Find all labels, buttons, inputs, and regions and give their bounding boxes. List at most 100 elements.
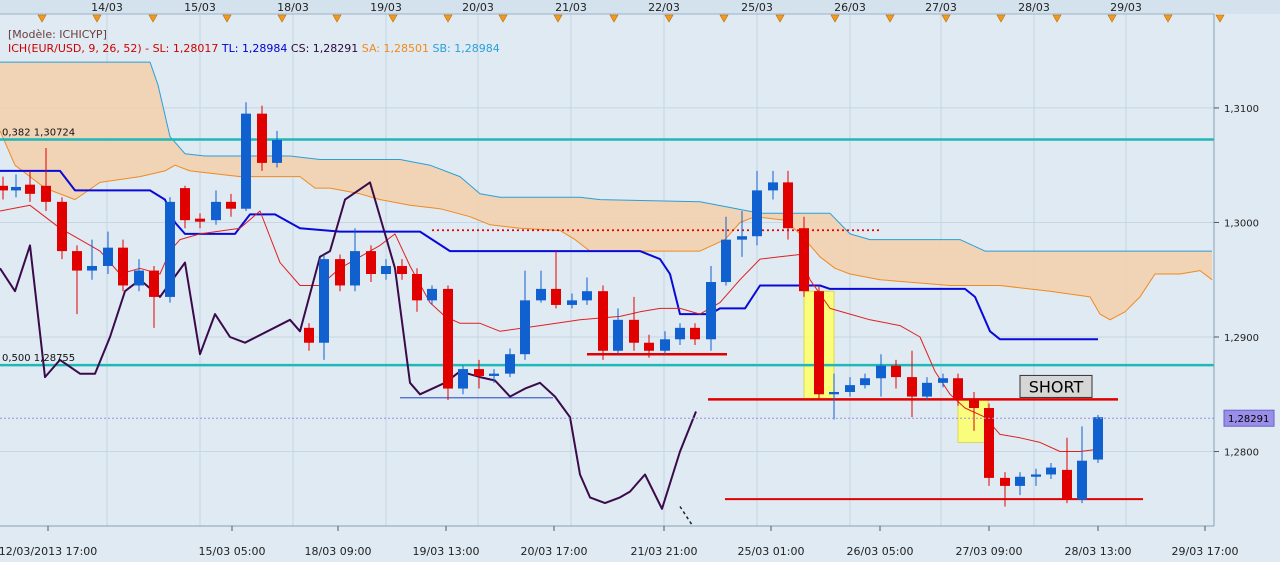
candle-13: [195, 213, 205, 229]
candle-12: [180, 185, 190, 229]
candle-24: [381, 259, 391, 280]
candle-66: [1031, 468, 1041, 486]
top-date-8: 26/03: [834, 1, 866, 14]
candle-body-21: [335, 259, 345, 286]
candle-28: [443, 285, 453, 401]
candle-body-69: [1077, 460, 1087, 500]
event-marker-17: [996, 14, 1006, 23]
event-marker-9: [553, 14, 563, 23]
candle-body-5: [72, 251, 82, 271]
candle-body-44: [690, 327, 700, 340]
candle-body-62: [969, 400, 979, 409]
event-marker-0: [37, 14, 47, 23]
candle-body-60: [938, 378, 948, 383]
candle-8: [118, 239, 128, 292]
candle-67: [1046, 463, 1056, 480]
candle-body-33: [520, 300, 530, 355]
candle-body-51: [799, 228, 809, 292]
candle-70: [1093, 414, 1103, 464]
candle-body-57: [891, 365, 901, 378]
candle-10: [149, 265, 159, 328]
candle-25: [397, 259, 407, 280]
event-marker-11: [664, 14, 674, 23]
x-tick-label-3: 19/03 13:00: [413, 545, 480, 558]
candle-4: [57, 197, 67, 260]
candle-69: [1077, 426, 1087, 504]
candle-36: [567, 293, 577, 309]
candle-body-59: [922, 382, 932, 397]
candle-52: [814, 285, 824, 401]
legend-item-3: CS: 1,28291: [287, 42, 358, 55]
candle-50: [783, 170, 793, 240]
candle-body-27: [427, 288, 437, 301]
candle-body-49: [768, 182, 778, 191]
candle-body-35: [551, 288, 561, 305]
top-date-5: 21/03: [555, 1, 587, 14]
candle-body-34: [536, 288, 546, 301]
y-tick-label-1: 1,3000: [1224, 218, 1259, 229]
candle-18: [272, 130, 282, 168]
event-marker-13: [775, 14, 785, 23]
legend-line: ICH(EUR/USD, 9, 26, 52) - SL: 1,28017 TL…: [8, 42, 500, 55]
candle-body-43: [675, 327, 685, 340]
top-date-6: 22/03: [648, 1, 680, 14]
x-tick-label-5: 21/03 21:00: [631, 545, 698, 558]
current-price-box: [1223, 409, 1275, 427]
candle-32: [505, 348, 515, 378]
event-marker-15: [885, 14, 895, 23]
candle-body-13: [195, 218, 205, 222]
candle-body-32: [505, 354, 515, 374]
top-date-4: 20/03: [462, 1, 494, 14]
candle-body-56: [876, 365, 886, 379]
candle-38: [598, 285, 608, 360]
candle-body-68: [1062, 469, 1072, 500]
legend-item-2: TL: 1,28984: [218, 42, 287, 55]
candle-body-6: [87, 265, 97, 271]
top-date-2: 18/03: [277, 1, 309, 14]
candle-5: [72, 245, 82, 315]
candle-body-70: [1093, 417, 1103, 460]
event-marker-14: [830, 14, 840, 23]
candle-body-52: [814, 291, 824, 395]
candle-body-26: [412, 274, 422, 301]
cloud-fill: [0, 62, 1212, 320]
candle-33: [520, 270, 530, 360]
legend-item-4: SA: 1,28501: [358, 42, 429, 55]
candle-30: [474, 359, 484, 389]
candle-body-37: [582, 291, 592, 301]
candle-54: [845, 377, 855, 397]
candle-15: [226, 193, 236, 217]
candle-body-67: [1046, 467, 1056, 475]
legend-item-1: SL: 1,28017: [149, 42, 218, 55]
kumo-cloud: [0, 62, 1212, 320]
candle-body-16: [241, 113, 251, 209]
candle-7: [103, 231, 113, 275]
candle-11: [165, 197, 175, 303]
candle-body-58: [907, 377, 917, 397]
x-tick-label-2: 18/03 09:00: [305, 545, 372, 558]
candle-58: [907, 350, 917, 418]
event-marker-6: [388, 14, 398, 23]
candle-body-54: [845, 385, 855, 392]
fib-label-0: 0,382 1,30724: [2, 128, 75, 139]
fib-label-1: 0,500 1,28755: [2, 353, 75, 364]
candle-0: [0, 176, 8, 200]
event-marker-21: [1215, 14, 1225, 23]
candle-body-12: [180, 188, 190, 221]
x-tick-label-8: 27/03 09:00: [956, 545, 1023, 558]
candle-body-53: [829, 391, 839, 395]
y-tick-label-0: 1,3100: [1224, 104, 1259, 115]
candle-53: [829, 373, 839, 420]
candle-body-66: [1031, 474, 1041, 477]
x-tick-label-0: 12/03/2013 17:00: [0, 545, 97, 558]
candle-body-29: [458, 369, 468, 389]
candle-20: [319, 254, 329, 360]
candle-body-61: [953, 378, 963, 401]
event-marker-7: [443, 14, 453, 23]
x-tick-label-1: 15/03 05:00: [199, 545, 266, 558]
event-marker-20: [1163, 14, 1173, 23]
model-label: [Modèle: ICHICYP]: [8, 28, 107, 41]
candle-37: [582, 277, 592, 305]
candle-body-10: [149, 270, 159, 297]
